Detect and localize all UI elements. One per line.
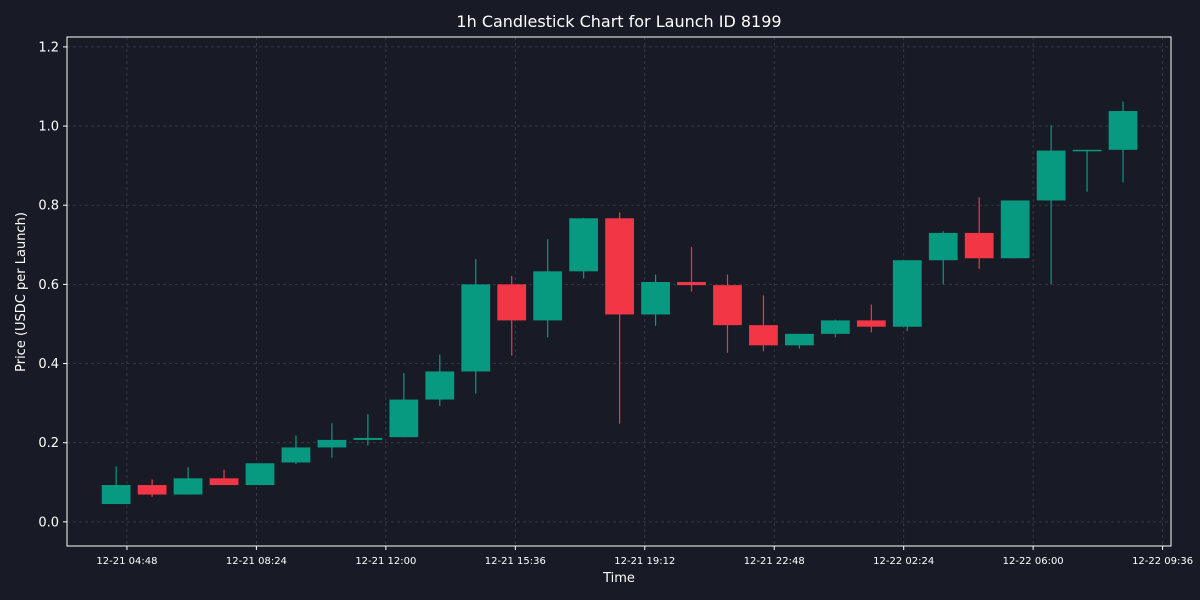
- candle-body: [497, 284, 527, 321]
- x-axis-label: Time: [602, 571, 635, 586]
- candles: [101, 101, 1138, 505]
- candle-body: [928, 232, 958, 261]
- candle-up: [1000, 200, 1030, 259]
- candle-down: [856, 304, 886, 333]
- candle-up: [569, 217, 599, 279]
- candle-up: [785, 333, 814, 349]
- candle-body: [101, 485, 131, 505]
- x-axis-ticks: 12-21 04:48 12-21 08:24 12-21 12:00 12-21 1…: [96, 546, 1193, 567]
- candle-body: [749, 325, 778, 346]
- candle-body: [820, 320, 850, 334]
- candle-down: [497, 276, 527, 356]
- candle-up: [1072, 149, 1102, 192]
- candle-up: [281, 435, 311, 465]
- y-axis-ticks: 0.0 0.2 0.4 0.6 0.8 1.0 1.2: [38, 40, 67, 530]
- chart-title: 1h Candlestick Chart for Launch ID 8199: [456, 12, 781, 31]
- y-tick-label: 0.0: [38, 515, 59, 530]
- candle-body: [353, 437, 383, 440]
- candle-body: [856, 320, 886, 327]
- y-tick-label: 0.4: [38, 357, 59, 372]
- candle-up: [425, 354, 455, 406]
- candle-body: [137, 485, 167, 495]
- candle-body: [1108, 111, 1138, 150]
- y-tick-label: 0.2: [38, 436, 59, 451]
- candle-body: [209, 478, 239, 486]
- candle-up: [101, 466, 131, 505]
- x-tick-label: 12-22 02:24: [873, 556, 934, 567]
- candle-body: [892, 260, 922, 327]
- candle-up: [928, 231, 958, 285]
- candle-up: [820, 319, 850, 338]
- candle-body: [281, 447, 311, 463]
- y-axis-label: Price (USDC per Launch): [14, 212, 29, 372]
- candle-up: [389, 373, 419, 438]
- candle-body: [1036, 150, 1066, 201]
- x-tick-label: 12-21 19:12: [614, 556, 675, 567]
- x-tick-label: 12-22 06:00: [1003, 556, 1064, 567]
- candle-down: [209, 469, 239, 486]
- candle-body: [569, 218, 599, 272]
- candle-up: [245, 463, 275, 486]
- candle-body: [641, 282, 670, 315]
- candle-up: [317, 423, 347, 458]
- candle-body: [461, 284, 491, 372]
- candle-down: [713, 274, 742, 353]
- candle-body: [1000, 200, 1030, 259]
- y-tick-label: 1.2: [38, 40, 59, 55]
- y-tick-label: 1.0: [38, 120, 59, 135]
- x-tick-label: 12-21 04:48: [96, 556, 157, 567]
- candle-body: [785, 333, 814, 346]
- candle-body: [389, 399, 419, 438]
- x-tick-label: 12-21 08:24: [226, 556, 287, 567]
- candle-body: [173, 478, 203, 495]
- candle-up: [353, 414, 383, 446]
- x-tick-label: 12-21 12:00: [355, 556, 416, 567]
- candle-body: [317, 439, 347, 448]
- candle-up: [1108, 101, 1138, 183]
- candle-body: [713, 285, 742, 326]
- candle-down: [677, 247, 706, 292]
- candle-up: [892, 260, 922, 332]
- candle-up: [1036, 125, 1066, 285]
- candle-body: [677, 282, 706, 286]
- candle-down: [749, 295, 778, 352]
- candle-down: [137, 479, 167, 497]
- candle-down: [605, 212, 634, 424]
- x-tick-label: 12-22 09:36: [1132, 556, 1193, 567]
- candle-body: [245, 463, 275, 486]
- candle-body: [533, 271, 563, 321]
- y-tick-label: 0.8: [38, 199, 59, 214]
- x-tick-label: 12-21 22:48: [744, 556, 805, 567]
- candle-up: [173, 467, 203, 495]
- x-tick-label: 12-21 15:36: [485, 556, 546, 567]
- candle-down: [964, 197, 994, 269]
- candle-up: [533, 239, 563, 338]
- candle-body: [425, 371, 455, 400]
- candle-up: [641, 274, 670, 326]
- y-tick-label: 0.6: [38, 278, 59, 293]
- candle-body: [964, 232, 994, 259]
- candle-body: [1072, 149, 1102, 152]
- plot-frame: [66, 36, 1172, 547]
- candle-body: [605, 218, 634, 315]
- candle-up: [461, 259, 491, 394]
